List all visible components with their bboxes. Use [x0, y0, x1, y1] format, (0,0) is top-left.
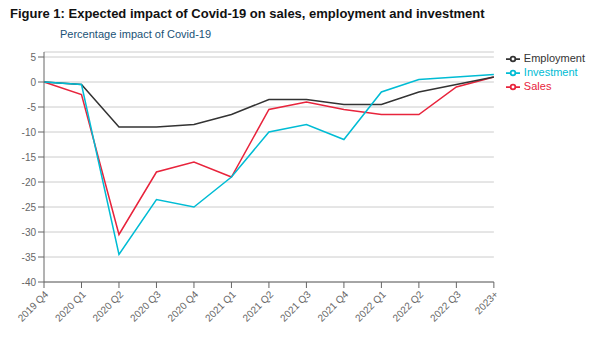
svg-text:-15: -15	[22, 152, 37, 163]
svg-text:-5: -5	[27, 102, 36, 113]
html-text:Sales: Sales	[523, 80, 552, 93]
svg-text:2020 Q1: 2020 Q1	[53, 288, 88, 323]
svg-text:-30: -30	[22, 227, 37, 238]
svg-text:2020 Q3: 2020 Q3	[128, 288, 163, 323]
svg-text:2021 Q2: 2021 Q2	[240, 288, 275, 323]
svg-text:2020 Q2: 2020 Q2	[90, 288, 125, 323]
svg-text:2022 Q1: 2022 Q1	[353, 288, 388, 323]
svg-text:-20: -20	[22, 177, 37, 188]
svg-text:2019 Q4: 2019 Q4	[16, 288, 51, 323]
svg-text:2023+: 2023+	[473, 289, 501, 317]
svg-text:-25: -25	[22, 202, 37, 213]
html-text:Figure 1: Expected impact of C: Figure 1: Expected impact of Covid-19 on…	[10, 6, 485, 21]
html-text:Employment: Employment	[523, 52, 585, 64]
svg-text:2021 Q3: 2021 Q3	[278, 288, 313, 323]
svg-text:2022 Q2: 2022 Q2	[390, 288, 425, 323]
svg-text:2022 Q3: 2022 Q3	[428, 288, 463, 323]
svg-text:2021 Q1: 2021 Q1	[203, 288, 238, 323]
svg-text:-10: -10	[22, 127, 37, 138]
svg-text:2021 Q4: 2021 Q4	[315, 288, 350, 323]
svg-text:5: 5	[30, 52, 36, 63]
svg-text:2020 Q4: 2020 Q4	[165, 288, 200, 323]
html-text:Investment: Investment	[523, 66, 578, 79]
svg-text:-35: -35	[22, 252, 37, 263]
svg-text:-40: -40	[22, 277, 37, 288]
svg-text:0: 0	[30, 77, 36, 88]
html-text:Percentage impact of Covid-19: Percentage impact of Covid-19	[60, 28, 211, 40]
